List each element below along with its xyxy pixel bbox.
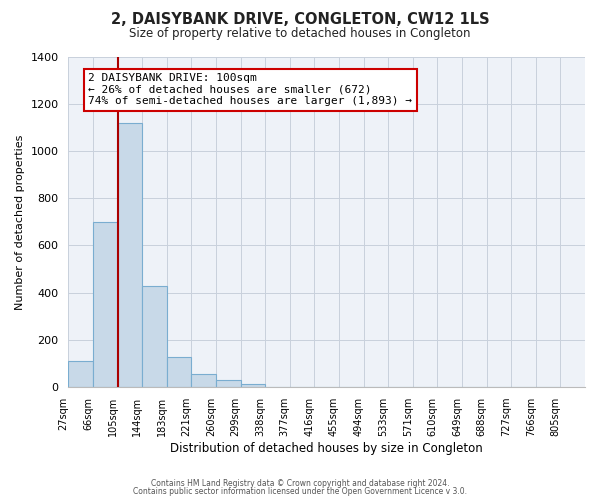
X-axis label: Distribution of detached houses by size in Congleton: Distribution of detached houses by size … bbox=[170, 442, 483, 455]
Bar bbox=[191, 374, 216, 387]
Bar bbox=[118, 122, 142, 387]
Bar bbox=[68, 361, 93, 387]
Text: Contains public sector information licensed under the Open Government Licence v : Contains public sector information licen… bbox=[133, 487, 467, 496]
Bar bbox=[93, 222, 118, 387]
Bar bbox=[142, 286, 167, 387]
Text: 2, DAISYBANK DRIVE, CONGLETON, CW12 1LS: 2, DAISYBANK DRIVE, CONGLETON, CW12 1LS bbox=[110, 12, 490, 28]
Bar bbox=[167, 356, 191, 387]
Text: Size of property relative to detached houses in Congleton: Size of property relative to detached ho… bbox=[129, 28, 471, 40]
Text: Contains HM Land Registry data © Crown copyright and database right 2024.: Contains HM Land Registry data © Crown c… bbox=[151, 478, 449, 488]
Text: 2 DAISYBANK DRIVE: 100sqm
← 26% of detached houses are smaller (672)
74% of semi: 2 DAISYBANK DRIVE: 100sqm ← 26% of detac… bbox=[88, 73, 412, 106]
Bar bbox=[241, 384, 265, 387]
Y-axis label: Number of detached properties: Number of detached properties bbox=[15, 134, 25, 310]
Bar bbox=[216, 380, 241, 387]
